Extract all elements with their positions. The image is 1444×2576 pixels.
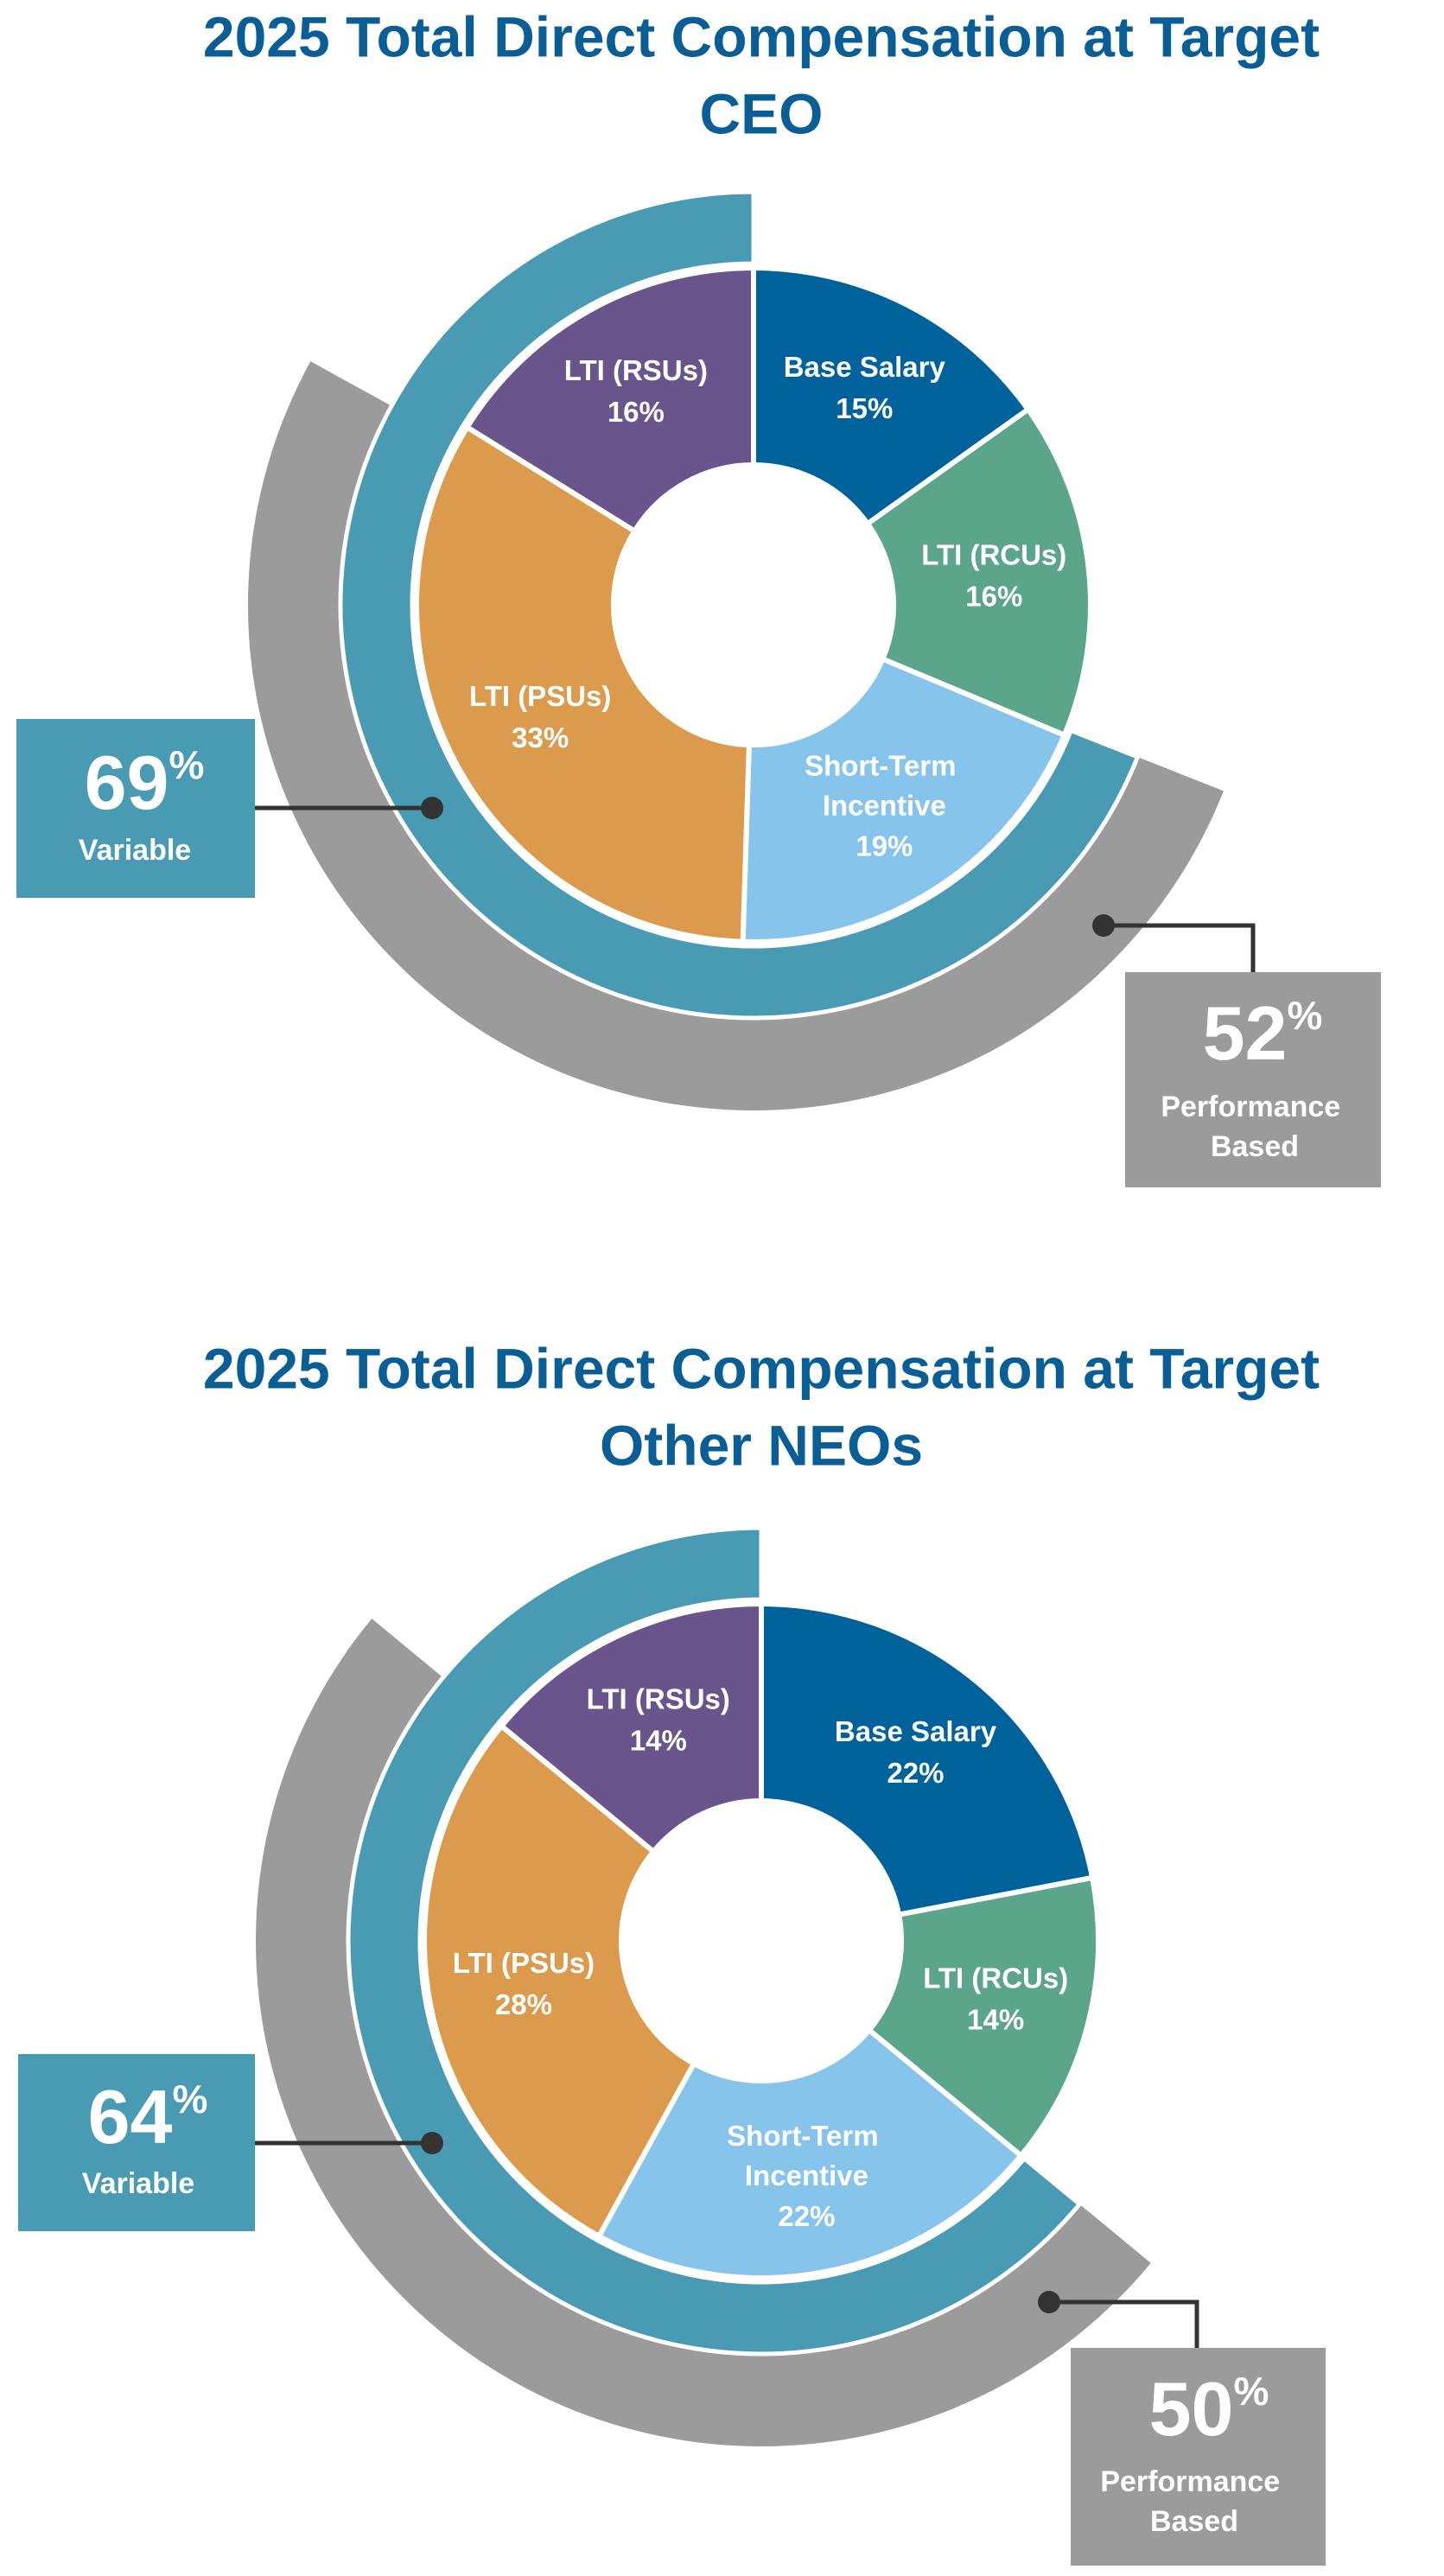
slice (863, 405, 1093, 739)
callout-box (1071, 2348, 1326, 2566)
callout-box (18, 2054, 255, 2231)
callout-dot (1038, 2291, 1060, 2313)
callout-dot (1092, 914, 1115, 937)
callout-value: 69% (85, 740, 205, 825)
slice (740, 655, 1068, 945)
slice-value: 16% (607, 396, 665, 428)
slice-label: LTI (RSUs) (564, 354, 708, 386)
callout-label: Variable (82, 2167, 194, 2200)
slice (595, 2026, 1025, 2281)
callout-dot (421, 797, 443, 819)
slice-label: LTI (PSUs) (453, 1947, 595, 1979)
slice-label: LTI (RSUs) (587, 1682, 730, 1714)
slice-value: 33% (512, 722, 569, 754)
callout-leader (1049, 2299, 1199, 2348)
callout-box (1125, 972, 1381, 1187)
slice-label: LTI (PSUs) (469, 680, 611, 712)
slice (865, 1874, 1101, 2159)
chart-subtitle: CEO (699, 81, 823, 145)
chart-title: 2025 Total Direct Compensation at Target (203, 1336, 1320, 1400)
slice-label: Short-Term Incentive (805, 749, 964, 821)
callout-dot (421, 2132, 443, 2154)
slice-value: 28% (495, 1988, 552, 2020)
callout-value: 50% (1149, 2366, 1269, 2452)
slice (759, 1600, 1096, 1918)
slice (463, 264, 756, 535)
slice (414, 423, 752, 945)
slice-value: 15% (836, 392, 893, 424)
donut-chart: 2025 Total Direct Compensation at Target… (18, 1336, 1326, 2566)
slice-value: 14% (630, 1724, 687, 1756)
variable-ring (338, 189, 1141, 1021)
callout-box (16, 719, 255, 898)
slice-label: LTI (RCUs) (921, 539, 1066, 571)
callout-leader (1104, 923, 1256, 972)
slice (498, 1600, 764, 1855)
callout-label: Performance Based (1161, 1091, 1348, 1163)
callout-label: Performance Based (1100, 2465, 1288, 2538)
callout-value: 52% (1203, 990, 1323, 1076)
slice (751, 264, 1032, 528)
variable-ring (346, 1525, 1083, 2357)
slice-value: 14% (967, 2003, 1024, 2035)
slice (422, 1722, 698, 2240)
callout-label: Variable (79, 834, 191, 867)
slice-value: 22% (778, 2200, 835, 2232)
chart-subtitle: Other NEOs (600, 1413, 923, 1477)
donut-chart: 2025 Total Direct Compensation at Target… (16, 4, 1381, 1187)
slice-label: Base Salary (835, 1715, 997, 1747)
slice-value: 22% (887, 1757, 944, 1789)
slice-value: 16% (965, 581, 1022, 613)
callout-value: 64% (88, 2074, 208, 2159)
chart-title: 2025 Total Direct Compensation at Target (203, 4, 1320, 68)
slice-value: 19% (856, 830, 913, 862)
slice-label: Base Salary (784, 351, 946, 383)
slice-label: LTI (RCUs) (923, 1962, 1068, 1994)
slice-label: Short-Term Incentive (727, 2120, 887, 2191)
